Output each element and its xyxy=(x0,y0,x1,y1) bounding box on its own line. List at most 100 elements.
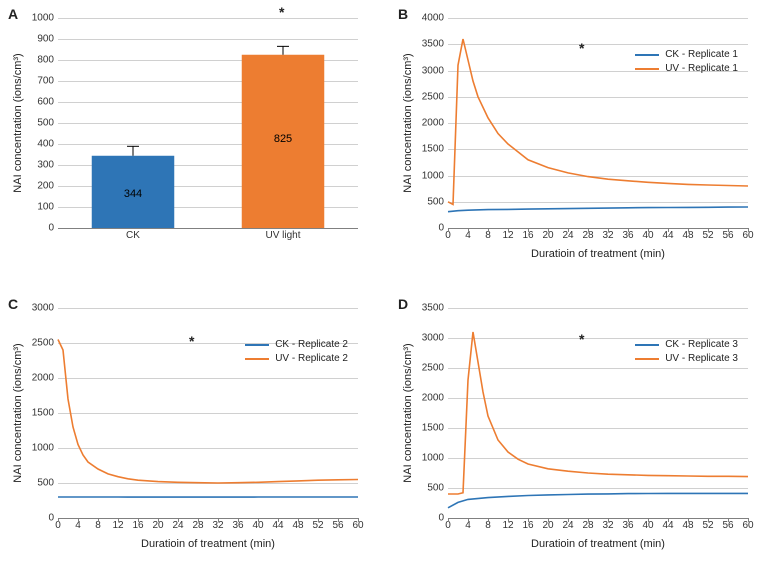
x-tick-mark xyxy=(58,518,59,522)
x-tick-mark xyxy=(608,518,609,522)
y-tick: 500 xyxy=(427,483,448,494)
panel-d: D 0500100015002000250030003500NAI concent… xyxy=(390,290,780,580)
y-tick: 500 xyxy=(37,118,58,129)
legend-label: UV - Replicate 1 xyxy=(665,62,738,76)
legend: CK - Replicate 1UV - Replicate 1 xyxy=(635,48,738,76)
y-tick: 300 xyxy=(37,160,58,171)
y-tick: 1000 xyxy=(422,170,448,181)
x-tick-mark xyxy=(508,518,509,522)
y-tick: 900 xyxy=(37,34,58,45)
y-axis-label: NAI concentration (ions/cm³) xyxy=(12,53,24,192)
y-tick: 700 xyxy=(37,76,58,87)
x-tick-mark xyxy=(648,228,649,232)
legend-swatch xyxy=(635,358,659,360)
y-tick: 4000 xyxy=(422,13,448,24)
legend-label: UV - Replicate 2 xyxy=(275,352,348,366)
y-tick: 1500 xyxy=(32,408,58,419)
x-tick-mark xyxy=(688,228,689,232)
y-axis-label: NAI concentration (ions/cm³) xyxy=(12,343,24,482)
x-tick-mark xyxy=(548,518,549,522)
x-tick-mark xyxy=(358,518,359,522)
y-tick: 2000 xyxy=(422,118,448,129)
significance-marker: * xyxy=(579,331,584,347)
y-tick: 100 xyxy=(37,202,58,213)
x-tick-mark xyxy=(278,518,279,522)
figure-grid: A 01002003004005006007008009001000NAI con… xyxy=(0,0,780,580)
y-tick: 2500 xyxy=(422,363,448,374)
significance-marker: * xyxy=(189,333,194,349)
x-tick-mark xyxy=(668,518,669,522)
y-tick: 2000 xyxy=(32,373,58,384)
legend-swatch xyxy=(245,344,269,346)
legend-swatch xyxy=(245,358,269,360)
series-line xyxy=(448,493,748,507)
significance-marker: * xyxy=(579,40,584,56)
x-axis-label: Duratioin of treatment (min) xyxy=(531,538,665,550)
x-axis-label: Duratioin of treatment (min) xyxy=(141,538,275,550)
legend-swatch xyxy=(635,344,659,346)
plot-area: 0500100015002000250030003500NAI concentr… xyxy=(448,308,748,518)
x-tick-mark xyxy=(238,518,239,522)
legend-row: UV - Replicate 2 xyxy=(245,352,348,366)
legend: CK - Replicate 3UV - Replicate 3 xyxy=(635,338,738,366)
y-tick: 2000 xyxy=(422,393,448,404)
x-tick-mark xyxy=(668,228,669,232)
y-tick: 1500 xyxy=(422,144,448,155)
legend: CK - Replicate 2UV - Replicate 2 xyxy=(245,338,348,366)
significance-marker: * xyxy=(279,4,284,20)
y-tick: 400 xyxy=(37,139,58,150)
x-tick-mark xyxy=(648,518,649,522)
x-tick-mark xyxy=(568,518,569,522)
y-tick: 200 xyxy=(37,181,58,192)
category-label: UV light xyxy=(265,228,300,241)
x-tick-mark xyxy=(708,228,709,232)
legend-row: UV - Replicate 3 xyxy=(635,352,738,366)
bar-value-label: 825 xyxy=(274,133,292,145)
x-tick-mark xyxy=(628,518,629,522)
y-axis-label: NAI concentration (ions/cm³) xyxy=(402,53,414,192)
x-tick-mark xyxy=(118,518,119,522)
category-label: CK xyxy=(126,228,140,241)
x-tick-mark xyxy=(338,518,339,522)
panel-c: C050010001500200025003000NAI concentrati… xyxy=(0,290,390,580)
x-tick-mark xyxy=(608,228,609,232)
y-tick: 1000 xyxy=(32,13,58,24)
x-tick-mark xyxy=(728,228,729,232)
legend-label: CK - Replicate 1 xyxy=(665,48,738,62)
y-tick: 1500 xyxy=(422,423,448,434)
panel-letter: A xyxy=(8,6,18,22)
x-tick-mark xyxy=(488,518,489,522)
panel-letter: B xyxy=(398,6,408,22)
panel-letter: D xyxy=(398,296,408,312)
x-tick-mark xyxy=(468,228,469,232)
x-tick-mark xyxy=(748,228,749,232)
x-tick-mark xyxy=(218,518,219,522)
legend-swatch xyxy=(635,68,659,70)
y-tick: 3000 xyxy=(422,65,448,76)
y-tick: 0 xyxy=(48,223,58,234)
x-tick-mark xyxy=(688,518,689,522)
x-tick-mark xyxy=(138,518,139,522)
x-tick-mark xyxy=(448,518,449,522)
x-tick-mark xyxy=(588,228,589,232)
legend-row: CK - Replicate 3 xyxy=(635,338,738,352)
x-tick-mark xyxy=(298,518,299,522)
panel-letter: C xyxy=(8,296,18,312)
y-tick: 3000 xyxy=(422,333,448,344)
legend-row: CK - Replicate 2 xyxy=(245,338,348,352)
x-tick-mark xyxy=(628,228,629,232)
x-tick-mark xyxy=(198,518,199,522)
x-axis-label: Duratioin of treatment (min) xyxy=(531,248,665,260)
panel-a: A 01002003004005006007008009001000NAI con… xyxy=(0,0,390,290)
plot-area: 01002003004005006007008009001000NAI conc… xyxy=(58,18,358,228)
x-tick-mark xyxy=(548,228,549,232)
y-tick: 3500 xyxy=(422,39,448,50)
x-tick-mark xyxy=(528,518,529,522)
legend-row: UV - Replicate 1 xyxy=(635,62,738,76)
y-tick: 500 xyxy=(37,478,58,489)
x-tick-mark xyxy=(158,518,159,522)
y-tick: 2500 xyxy=(32,338,58,349)
x-tick-mark xyxy=(508,228,509,232)
x-tick-mark xyxy=(318,518,319,522)
legend-swatch xyxy=(635,54,659,56)
